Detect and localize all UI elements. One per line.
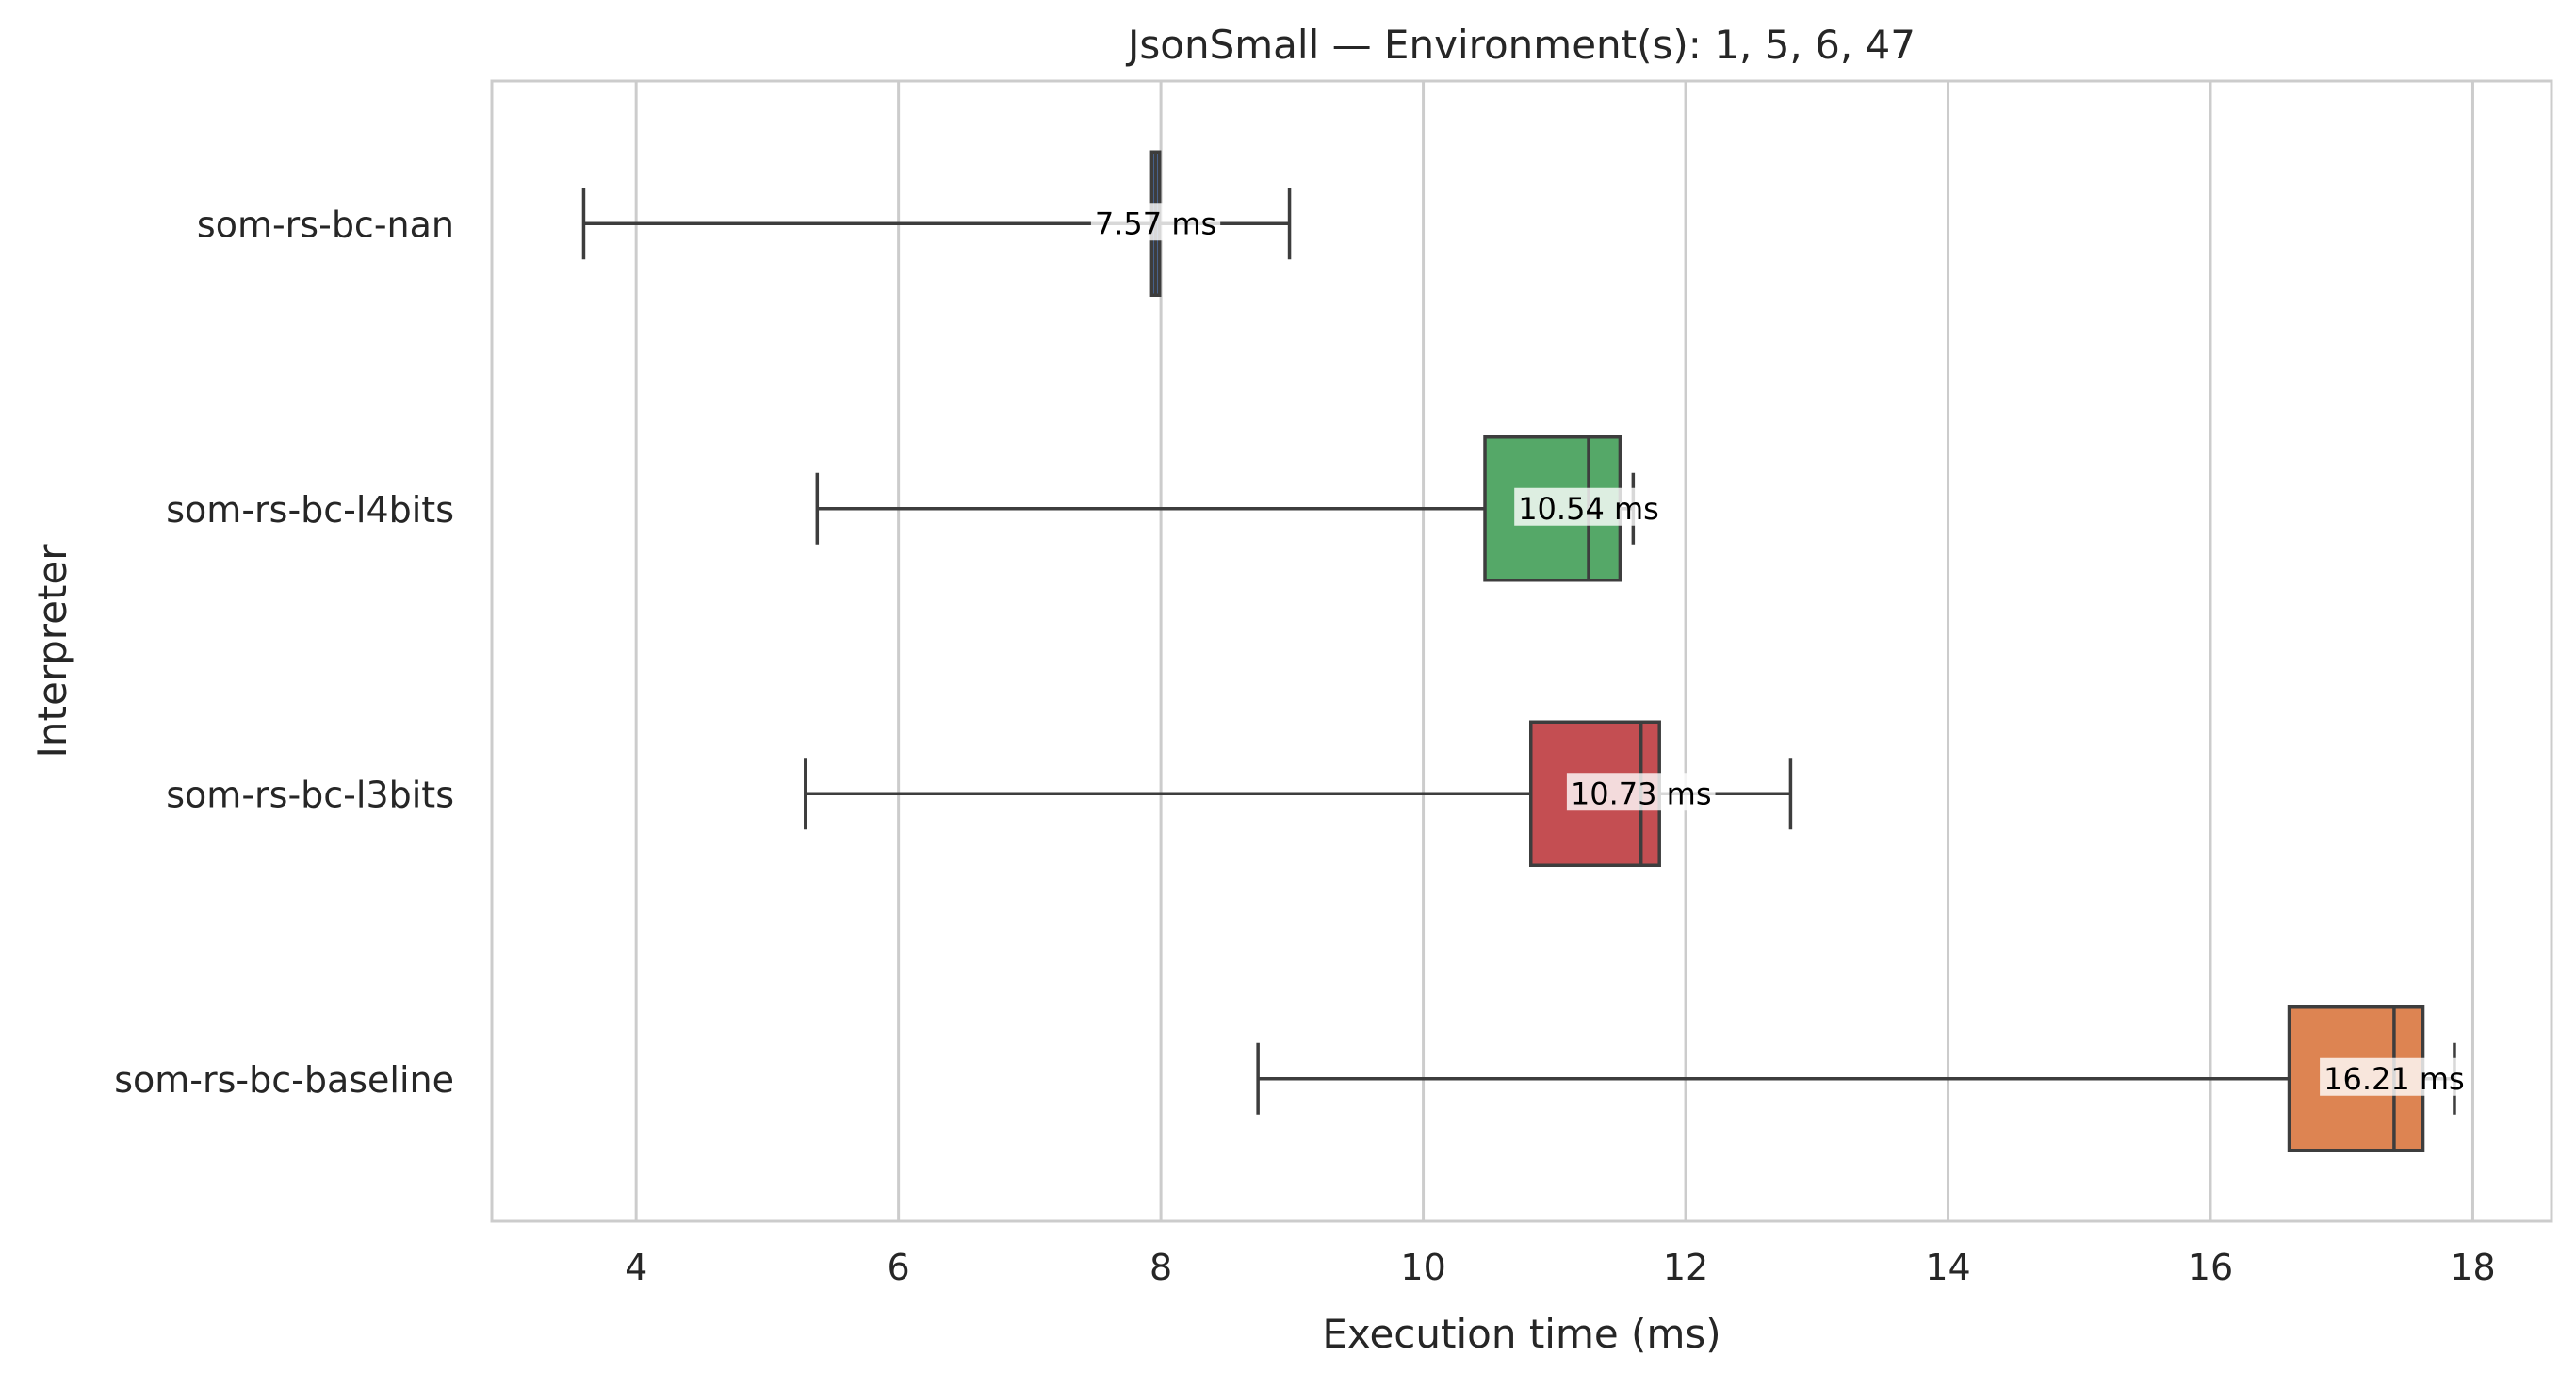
x-tick-label: 10	[1400, 1247, 1445, 1288]
x-axis-label: Execution time (ms)	[1322, 1311, 1720, 1357]
data-label: 16.21 ms	[2323, 1061, 2465, 1097]
plot-frame	[490, 79, 2553, 1223]
data-label-bg	[1566, 773, 1716, 811]
x-tick-label: 18	[2450, 1247, 2495, 1288]
y-tick-label: som-rs-bc-l3bits	[166, 774, 454, 815]
x-tick-label: 4	[625, 1247, 647, 1288]
box-som-rs-bc-baseline: 16.21 ms	[1256, 1005, 2469, 1152]
grid	[634, 81, 2474, 1221]
y-tick-label: som-rs-bc-l4bits	[166, 489, 454, 531]
data-label-bg	[1090, 203, 1221, 241]
x-tick-label: 8	[1149, 1247, 1172, 1288]
x-tick-label: 6	[888, 1247, 910, 1288]
x-tick-label: 16	[2188, 1247, 2233, 1288]
box-som-rs-bc-l4bits: 10.54 ms	[815, 435, 1663, 582]
y-tick-label: som-rs-bc-nan	[197, 204, 454, 245]
plot-marks: 7.57 ms 10.54 ms 10.73 ms 16.21 ms	[581, 150, 2469, 1152]
box-som-rs-bc-nan: 7.57 ms	[581, 150, 1292, 297]
data-label: 10.73 ms	[1571, 776, 1712, 811]
data-label: 10.54 ms	[1518, 491, 1659, 527]
data-label-bg	[1514, 487, 1663, 526]
tick-labels: 4 6 8 10 12 14 16 18 som-rs-bc-nan som-rs-bc-l4bi…	[114, 204, 2495, 1288]
x-tick-label: 14	[1925, 1247, 1970, 1288]
data-label: 7.57 ms	[1095, 205, 1216, 241]
chart-title: JsonSmall — Environment(s): 1, 5, 6, 47	[1125, 22, 1916, 68]
box-som-rs-bc-l3bits: 10.73 ms	[804, 720, 1793, 867]
y-axis-label: Interpreter	[29, 544, 75, 759]
y-tick-label: som-rs-bc-baseline	[114, 1059, 454, 1101]
data-label-bg	[2320, 1057, 2469, 1096]
x-tick-label: 12	[1663, 1247, 1708, 1288]
